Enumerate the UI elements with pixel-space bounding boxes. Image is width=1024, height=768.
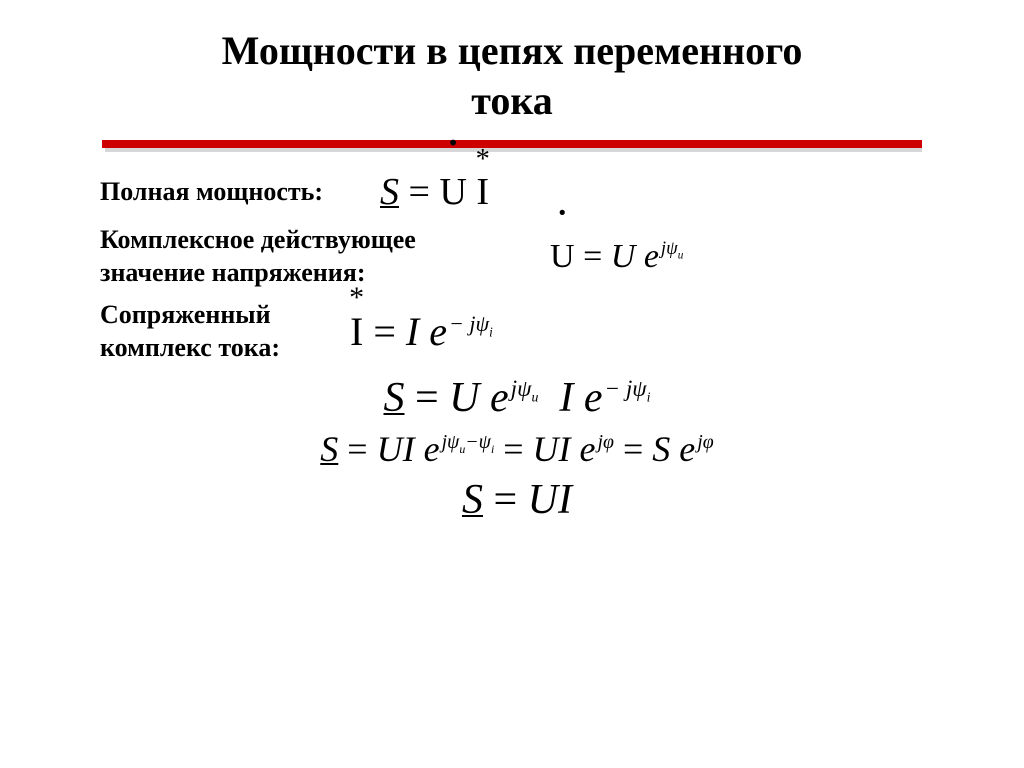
sym-eq-2: = — [575, 238, 611, 275]
sym-I-star: I — [476, 170, 489, 214]
title-line-2: тока — [471, 78, 553, 123]
sym-I-italic: I — [406, 309, 419, 354]
label-current-l1: Сопряженный — [100, 300, 271, 329]
label-current-l2: комплекс тока: — [100, 333, 280, 362]
label-current: Сопряженный комплекс тока: — [100, 299, 320, 364]
eq-current: I = I e− jψi — [350, 308, 493, 355]
sym-U-italic: U — [611, 238, 636, 275]
label-voltage-l1: Комплексное действующее — [100, 225, 416, 254]
eq-voltage: U = U ejψu — [550, 238, 683, 276]
sym-e-1: e — [644, 238, 659, 275]
sym-U-dot-2: U — [550, 238, 575, 276]
row-voltage: Комплексное действующее значение напряже… — [100, 224, 934, 289]
sym-I-star-2: I — [350, 308, 363, 355]
rule-red-bar — [102, 140, 922, 148]
sym-eq-3: = — [363, 309, 406, 354]
row-full-power: Полная мощность: S = U I — [100, 170, 934, 214]
eq-full-power: S = U I — [380, 170, 489, 214]
title-rule — [102, 140, 922, 152]
eq-final: S = UI — [100, 476, 934, 524]
eq-expanded-inner: S = U ejψu I e− jψi — [383, 375, 650, 421]
slide-title: Мощности в цепях переменного тока — [0, 0, 1024, 136]
eq-final-inner: S = UI — [462, 477, 572, 523]
label-voltage: Комплексное действующее значение напряже… — [100, 224, 470, 289]
label-voltage-l2: значение напряжения: — [100, 258, 365, 287]
sym-S-underline: S — [380, 171, 399, 213]
sym-eq: = — [399, 171, 439, 213]
exp-mjpsi-i: − jψi — [449, 311, 493, 336]
slide: Мощности в цепях переменного тока Полная… — [0, 0, 1024, 768]
row-current: Сопряженный комплекс тока: I = I e− jψi — [100, 299, 934, 364]
rule-shadow — [105, 148, 922, 152]
sym-U-dot: U — [439, 170, 466, 214]
label-full-power: Полная мощность: — [100, 176, 350, 209]
title-line-1: Мощности в цепях переменного — [222, 28, 803, 73]
eq-expanded: S = U ejψu I e− jψi — [100, 374, 934, 422]
exp-jpsi-u: jψu — [661, 238, 683, 259]
sym-e-2: e — [429, 309, 447, 354]
eq-simplified: S = UI ejψu−ψi = UI ejφ = S ejφ — [100, 428, 934, 470]
eq-simplified-inner: S = UI ejψu−ψi = UI ejφ = S ejφ — [320, 429, 713, 469]
content-area: Полная мощность: S = U I Комплексное дей… — [0, 170, 1024, 524]
